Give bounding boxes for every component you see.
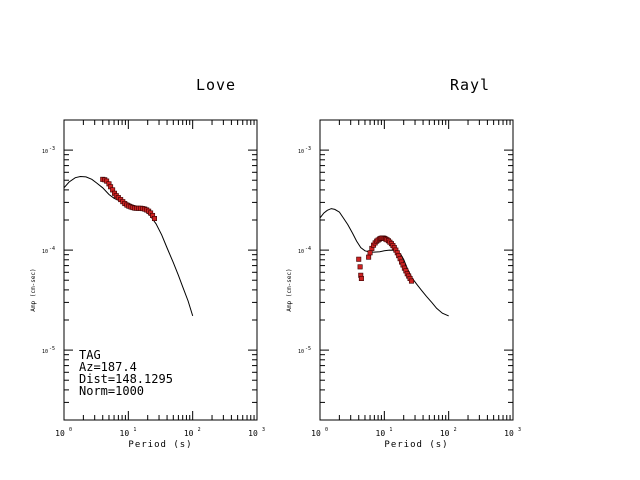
y-tick-label: 10 <box>298 349 304 355</box>
data-point <box>356 256 362 262</box>
x-tick-label: 10 <box>55 429 65 438</box>
station-annotation: Dist=148.1295 <box>79 372 173 386</box>
plot-title: Love <box>196 76 236 94</box>
y-axis-label: Amp (cm-sec) <box>30 268 37 311</box>
x-axis-label: Period (s) <box>128 440 192 450</box>
y-tick-label: 10 <box>298 249 304 255</box>
plot-frame <box>63 119 258 421</box>
x-tick-label-exponent: 2 <box>198 427 201 433</box>
x-tick-label: 10 <box>504 429 514 438</box>
x-tick-label-exponent: 1 <box>133 427 136 433</box>
x-tick-label-exponent: 0 <box>69 427 72 433</box>
x-tick-label: 10 <box>184 429 194 438</box>
data-point <box>151 216 157 222</box>
y-tick-label-exponent: -4 <box>305 246 311 252</box>
y-tick-label: 10 <box>42 249 48 255</box>
y-tick-label-exponent: -5 <box>305 346 311 352</box>
data-point <box>367 250 373 256</box>
y-tick-label: 10 <box>42 149 48 155</box>
x-tick-label-exponent: 1 <box>389 427 392 433</box>
data-point <box>358 276 364 282</box>
plot-frame <box>319 119 514 421</box>
x-axis-label: Period (s) <box>384 440 448 450</box>
station-annotation: Norm=1000 <box>79 384 144 398</box>
y-tick-label: 10 <box>42 349 48 355</box>
x-tick-label: 10 <box>248 429 258 438</box>
y-tick-label-exponent: -4 <box>49 246 55 252</box>
model-curve-line <box>319 208 449 317</box>
y-tick-label-exponent: -3 <box>49 146 55 152</box>
data-point <box>357 264 363 270</box>
x-tick-label: 10 <box>376 429 386 438</box>
data-point <box>366 254 372 260</box>
y-tick-label-exponent: -3 <box>305 146 311 152</box>
x-tick-label-exponent: 2 <box>454 427 457 433</box>
station-annotation: TAG <box>79 348 101 362</box>
x-tick-label-exponent: 3 <box>262 427 265 433</box>
data-point <box>408 278 414 284</box>
plot-title: Rayl <box>450 76 490 94</box>
x-tick-label: 10 <box>440 429 450 438</box>
x-tick-label: 10 <box>311 429 321 438</box>
x-tick-label-exponent: 3 <box>518 427 521 433</box>
y-axis-label: Amp (cm-sec) <box>286 268 293 311</box>
y-tick-label-exponent: -5 <box>49 346 55 352</box>
model-curve-line <box>63 175 194 317</box>
y-tick-label: 10 <box>298 149 304 155</box>
x-tick-label: 10 <box>120 429 130 438</box>
station-annotation: Az=187.4 <box>79 360 137 374</box>
x-tick-label-exponent: 0 <box>325 427 328 433</box>
